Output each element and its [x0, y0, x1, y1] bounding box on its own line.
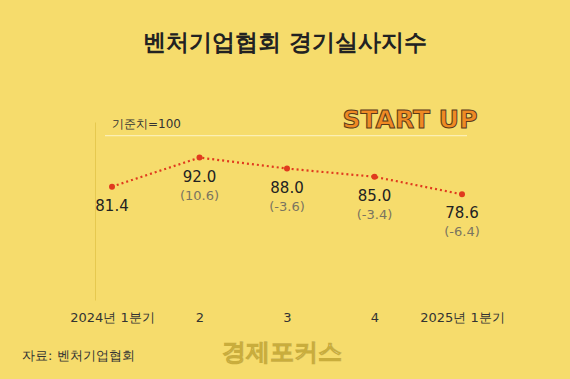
y-axis: 기준치=100: [95, 117, 181, 301]
x-tick: 3: [283, 310, 291, 325]
change-label: (-3.6): [269, 199, 305, 214]
x-tick: 2025년 1분기: [420, 310, 505, 325]
data-label: 88.0: [270, 179, 303, 197]
chart: 벤처기업협회 경기실사지수 START UP 기준치=100 2024년 1분기 2 3 4…: [0, 0, 570, 379]
x-tick-label: 4: [371, 310, 379, 325]
point: [459, 191, 465, 197]
x-tick-label: 2: [196, 310, 204, 325]
change-label: (-3.4): [357, 207, 393, 222]
x-tick-label: 2025년 1분기: [420, 310, 505, 325]
change-label: (-6.4): [444, 224, 480, 239]
source: 자료: 벤처기업협회: [22, 348, 135, 363]
data-label: 85.0: [358, 187, 391, 205]
data-labels: 81.4 92.0 (10.6) 88.0 (-3.6) 85.0 (-3.4) 78.6 (-…: [95, 168, 479, 240]
x-tick-label: 3: [283, 310, 291, 325]
point: [372, 174, 378, 180]
data-label: 81.4: [95, 197, 128, 215]
data-label: 78.6: [445, 204, 478, 222]
annotation: START UP: [343, 105, 478, 134]
point: [197, 155, 203, 161]
logo: 경제포커스: [222, 338, 342, 366]
plot-area: [109, 155, 465, 198]
x-tick: 4: [371, 310, 379, 325]
background: [0, 0, 570, 379]
grid-line: [105, 135, 467, 136]
y-tick-label: 기준치=100: [112, 117, 181, 131]
x-tick-label: 2024년 1분기: [70, 310, 155, 325]
point: [284, 166, 290, 172]
x-tick: 2: [196, 310, 204, 325]
x-tick: 2024년 1분기: [70, 310, 155, 325]
title: 벤처기업협회 경기실사지수: [143, 29, 427, 55]
x-axis: 2024년 1분기 2 3 4 2025년 1분기: [70, 310, 505, 325]
grid: [105, 135, 467, 136]
change-label: (10.6): [180, 188, 219, 203]
y-tick: 기준치=100: [95, 117, 181, 136]
point: [109, 184, 115, 190]
data-label: 92.0: [183, 168, 216, 186]
